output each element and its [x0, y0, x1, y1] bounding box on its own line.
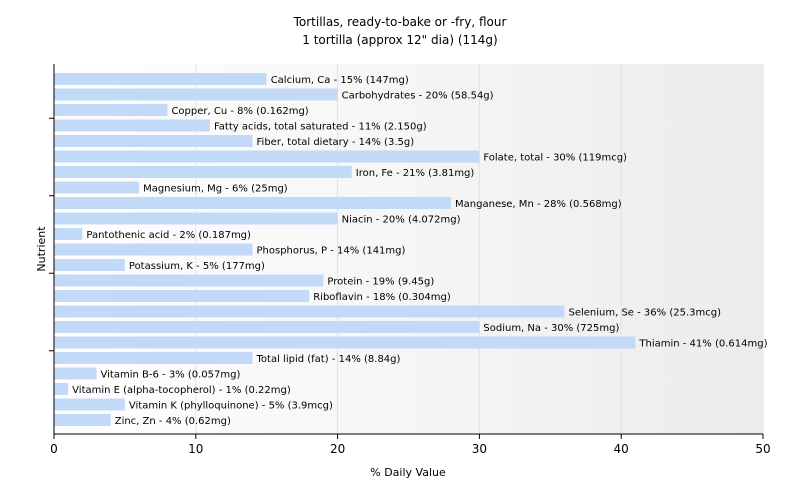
bar-label: Sodium, Na - 30% (725mg) [483, 323, 619, 334]
y-axis-title: Nutrient [35, 226, 48, 272]
bars [54, 73, 636, 426]
bar-label: Protein - 19% (9.45g) [327, 277, 434, 288]
bar-label: Carbohydrates - 20% (58.54g) [342, 91, 494, 102]
bar [54, 383, 69, 395]
bar [54, 321, 480, 333]
bar [54, 181, 140, 194]
bar-label: Pantothenic acid - 2% (0.187mg) [86, 230, 251, 241]
bar [54, 414, 111, 426]
x-tick-label: 10 [188, 442, 203, 456]
bar [54, 259, 125, 271]
bar-label: Selenium, Se - 36% (25.3mcg) [568, 308, 721, 319]
bar [54, 228, 83, 240]
bar-label: Thiamin - 41% (0.614mg) [638, 339, 767, 350]
x-tick-label: 50 [755, 442, 770, 456]
x-tick-label: 30 [472, 442, 487, 456]
bar-label: Potassium, K - 5% (177mg) [129, 261, 265, 272]
bar [54, 166, 352, 178]
bar [54, 73, 267, 85]
bar-label: Fatty acids, total saturated - 11% (2.15… [214, 122, 427, 133]
bar-label: Copper, Cu - 8% (0.162mg) [171, 106, 308, 117]
bar-label: Iron, Fe - 21% (3.81mg) [356, 168, 475, 179]
bar-label: Vitamin E (alpha-tocopherol) - 1% (0.22m… [72, 385, 291, 396]
bar-label: Magnesium, Mg - 6% (25mg) [143, 184, 288, 195]
bar-label: Fiber, total dietary - 14% (3.5g) [257, 137, 415, 148]
bar [54, 88, 338, 101]
bar [54, 336, 636, 349]
bar-label: Vitamin B-6 - 3% (0.057mg) [101, 370, 241, 381]
bar-label: Total lipid (fat) - 14% (8.84g) [256, 354, 401, 365]
chart-title: Tortillas, ready-to-bake or -fry, flour [293, 15, 507, 29]
bar [54, 197, 452, 209]
x-tick-label: 40 [614, 442, 629, 456]
bar-label: Zinc, Zn - 4% (0.62mg) [115, 416, 231, 427]
bar [54, 104, 168, 116]
bar-label: Vitamin K (phylloquinone) - 5% (3.9mcg) [129, 401, 333, 412]
bar [54, 212, 338, 225]
bar-label: Calcium, Ca - 15% (147mg) [271, 75, 409, 86]
bar [54, 135, 253, 147]
bar [54, 119, 210, 132]
axes: 0 10 20 30 40 50 [49, 64, 771, 456]
bar [54, 150, 480, 163]
x-axis-title: % Daily Value [370, 466, 446, 479]
bar [54, 243, 253, 256]
bar [54, 305, 565, 318]
bar [54, 290, 310, 302]
bar-label: Manganese, Mn - 28% (0.568mg) [455, 199, 622, 210]
x-tick-label: 20 [330, 442, 345, 456]
bar-labels: Calcium, Ca - 15% (147mg) Carbohydrates -… [72, 75, 767, 427]
bar [54, 367, 97, 380]
bar-label: Folate, total - 30% (119mcg) [483, 153, 627, 164]
bar [54, 274, 324, 287]
bar [54, 352, 253, 364]
bar-label: Phosphorus, P - 14% (141mg) [257, 246, 406, 257]
bar-label: Riboflavin - 18% (0.304mg) [313, 292, 451, 303]
x-tick-label: 0 [50, 442, 58, 456]
bar-label: Niacin - 20% (4.072mg) [342, 215, 461, 226]
chart-subtitle: 1 tortilla (approx 12" dia) (114g) [302, 33, 497, 47]
bar [54, 398, 125, 411]
